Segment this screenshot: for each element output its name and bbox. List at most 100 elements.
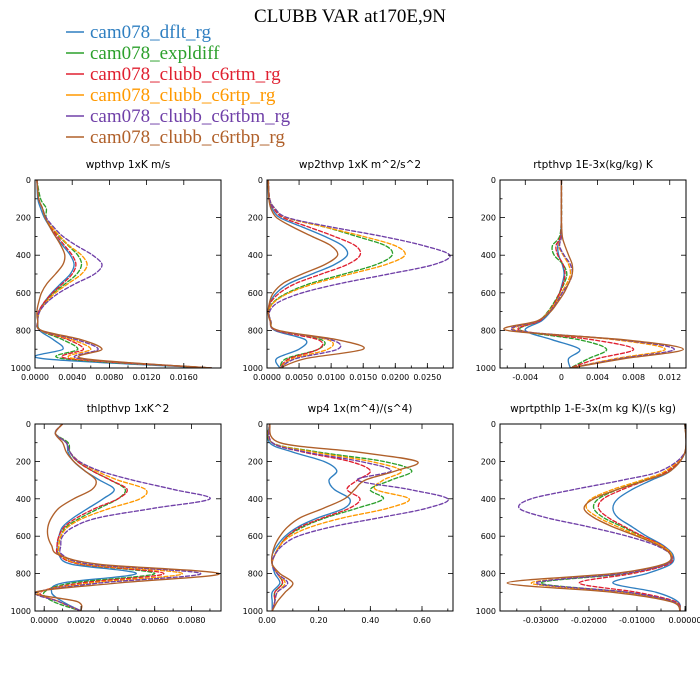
panel-title: wp2thvp 1xK m^2/s^2	[299, 159, 421, 171]
series-line-1	[50, 424, 137, 611]
series-line-4	[512, 180, 666, 368]
series-line-5	[517, 424, 686, 611]
x-tick-label: 0.0000	[253, 373, 281, 382]
legend-label: cam078_expldiff	[90, 43, 220, 64]
curves	[506, 424, 686, 611]
x-tick-label: 0.0060	[141, 616, 169, 625]
y-tick-label: 600	[248, 532, 263, 541]
y-tick-label: 0	[26, 420, 31, 429]
series-line-2	[540, 424, 686, 611]
series-line-6	[36, 180, 213, 368]
x-tick-label: -0.02000	[571, 616, 607, 625]
y-tick-label: 400	[481, 495, 496, 504]
panel-title: wpthvp 1xK m/s	[86, 159, 171, 171]
y-tick-label: 800	[16, 326, 31, 335]
x-tick-label: 0.0080	[95, 373, 123, 382]
series-line-5	[36, 180, 213, 368]
series-line-3	[578, 424, 686, 611]
panel-2: wp2thvp 1xK m^2/s^2 0.0000 0.0050 0.0100 0.0…	[243, 159, 454, 382]
x-tick-label: 0	[559, 373, 564, 382]
y-tick-label: 1000	[476, 607, 496, 616]
y-tick-label: 200	[248, 214, 263, 223]
y-tick-label: 0	[258, 420, 263, 429]
y-tick-label: 0	[258, 176, 263, 185]
x-tick-label: -0.01000	[619, 616, 655, 625]
panel-6: wprtpthlp 1-E-3x(m kg K)/(s kg) -0.03000 -…	[476, 403, 700, 625]
x-tick-label: 0.0080	[178, 616, 206, 625]
y-tick-label: 200	[16, 457, 31, 466]
y-tick-label: 200	[16, 214, 31, 223]
series-line-1	[267, 180, 349, 368]
series-line-4	[530, 424, 686, 611]
series-line-6	[268, 424, 419, 611]
x-tick-label: 0.0040	[58, 373, 86, 382]
panels: wpthvp 1xK m/s0.0000 0.0040 0.0080 0.0120 0.…	[11, 159, 700, 625]
x-tick-label: 0.0160	[170, 373, 198, 382]
y-tick-label: 0	[491, 420, 496, 429]
y-tick-label: 400	[16, 495, 31, 504]
series-line-1	[35, 180, 213, 368]
series-line-6	[267, 180, 365, 368]
x-tick-label: 0.012	[658, 373, 681, 382]
y-tick-label: 1000	[11, 364, 31, 373]
panel-3: rtpthvp 1E-3x(kg/kg) K -0.004 0 0.004 0.008 0…	[476, 159, 687, 382]
y-tick-label: 400	[248, 251, 263, 260]
y-tick-label: 600	[16, 532, 31, 541]
plot-frame	[266, 179, 454, 369]
series-line-1	[612, 424, 686, 611]
y-tick-label: 400	[16, 251, 31, 260]
x-tick-label: 0.00000	[668, 616, 700, 625]
x-tick-label: 0.0000	[30, 616, 58, 625]
y-tick-label: 800	[16, 570, 31, 579]
series-line-2	[267, 424, 413, 611]
panel-1: wpthvp 1xK m/s 0.0000 0.0040 0.0080 0.0120 0.…	[11, 159, 222, 382]
y-tick-label: 600	[16, 289, 31, 298]
x-tick-label: 0.0120	[133, 373, 161, 382]
panel-4: thlpthvp 1xK^2 0.0000 0.0020 0.0040 0.0060 0.…	[11, 403, 222, 625]
legend-label: cam078_clubb_c6rtp_rg	[90, 85, 276, 106]
series-line-3	[517, 180, 635, 368]
x-tick-label: 0.0250	[413, 373, 441, 382]
y-tick-label: 800	[248, 326, 263, 335]
x-tick-label: -0.03000	[523, 616, 559, 625]
x-tick-label: 0.60	[413, 616, 431, 625]
x-tick-label: 0.0150	[349, 373, 377, 382]
y-tick-label: 200	[481, 457, 496, 466]
y-tick-label: 1000	[243, 607, 263, 616]
y-tick-label: 600	[481, 532, 496, 541]
legend-label: cam078_dflt_rg	[90, 22, 212, 43]
y-tick-label: 0	[491, 176, 496, 185]
x-tick-label: 0.004	[586, 373, 609, 382]
series-line-1	[267, 424, 352, 611]
y-tick-label: 0	[26, 176, 31, 185]
legend-label: cam078_clubb_c6rtbp_rg	[90, 127, 285, 148]
y-tick-label: 600	[248, 289, 263, 298]
y-tick-label: 1000	[476, 364, 496, 373]
x-tick-label: 0.0200	[381, 373, 409, 382]
x-tick-label: 0.40	[361, 616, 379, 625]
y-tick-label: 600	[481, 289, 496, 298]
legend-label: cam078_clubb_c6rtbm_rg	[90, 106, 291, 127]
y-tick-label: 200	[248, 457, 263, 466]
y-tick-label: 1000	[243, 364, 263, 373]
series-line-6	[503, 180, 684, 368]
x-tick-label: 0.0100	[317, 373, 345, 382]
y-tick-label: 800	[481, 326, 496, 335]
x-tick-label: -0.004	[512, 373, 538, 382]
panel-title: wp4 1x(m^4)/(s^4)	[308, 403, 413, 415]
series-line-5	[510, 180, 675, 368]
series-line-5	[35, 424, 211, 611]
x-tick-label: 0.0040	[104, 616, 132, 625]
x-tick-label: 0.20	[310, 616, 328, 625]
x-tick-label: 0.0000	[21, 373, 49, 382]
series-line-5	[268, 424, 449, 611]
curves	[267, 424, 449, 611]
curves	[503, 180, 684, 368]
series-line-3	[268, 424, 371, 611]
panel-title: thlpthvp 1xK^2	[87, 403, 170, 415]
y-tick-label: 200	[481, 214, 496, 223]
series-line-4	[267, 424, 410, 611]
panel-title: rtpthvp 1E-3x(kg/kg) K	[533, 159, 654, 171]
